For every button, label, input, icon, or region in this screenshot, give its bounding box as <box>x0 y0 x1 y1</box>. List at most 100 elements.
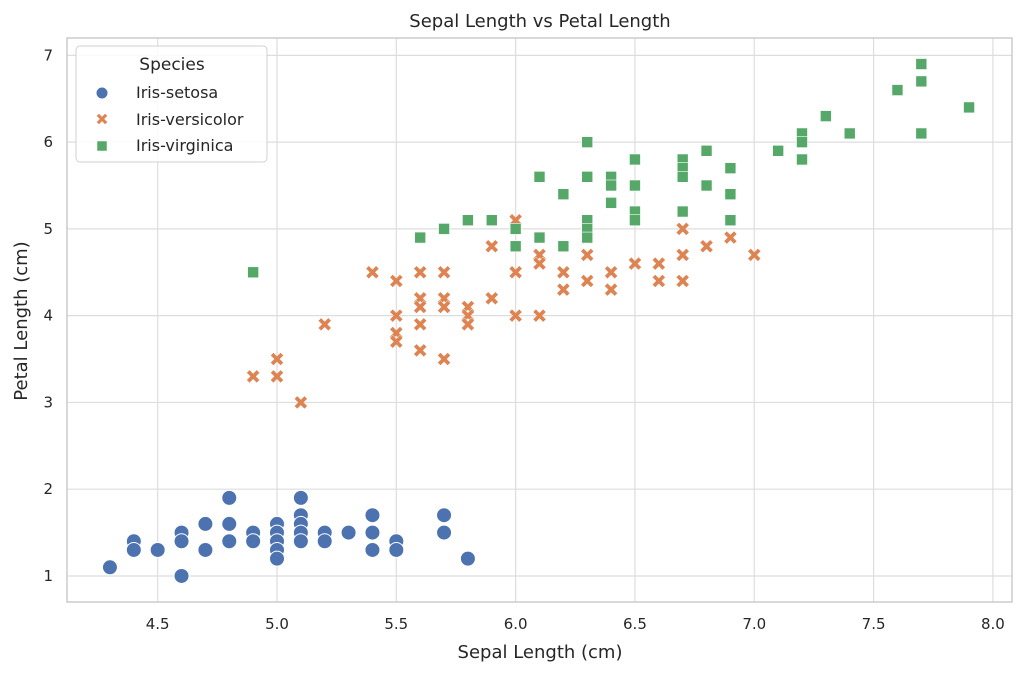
point-iris-versicolor <box>532 256 547 271</box>
point-iris-versicolor <box>604 282 618 297</box>
legend-marker-versicolor <box>96 113 108 125</box>
y-tick-label: 5 <box>43 220 53 238</box>
legend-label-versicolor: Iris-versicolor <box>136 110 244 129</box>
point-iris-versicolor <box>604 265 618 280</box>
point-iris-virginica <box>724 214 737 227</box>
point-iris-setosa <box>364 524 381 541</box>
point-iris-versicolor <box>628 256 642 271</box>
point-iris-virginica <box>414 231 426 244</box>
x-tick-label: 8.0 <box>981 615 1005 633</box>
point-iris-virginica <box>629 179 641 192</box>
point-iris-virginica <box>533 171 546 183</box>
point-iris-versicolor <box>556 282 571 297</box>
point-iris-virginica <box>438 223 450 235</box>
point-iris-setosa <box>459 550 476 567</box>
x-tick-label: 7.5 <box>862 615 886 633</box>
point-iris-virginica <box>915 75 928 88</box>
point-iris-setosa <box>197 515 214 532</box>
point-iris-versicolor <box>413 317 428 332</box>
point-iris-setosa <box>149 541 166 558</box>
x-axis-label: Sepal Length (cm) <box>458 642 623 663</box>
point-iris-virginica <box>605 197 617 209</box>
point-iris-versicolor <box>365 265 380 280</box>
x-tick-label: 5.5 <box>384 615 408 633</box>
legend-box <box>75 45 268 163</box>
point-iris-virginica <box>581 136 594 148</box>
point-iris-versicolor <box>580 248 595 262</box>
point-iris-virginica <box>963 101 975 114</box>
point-iris-versicolor <box>246 369 260 384</box>
x-tick-label: 4.5 <box>146 615 170 633</box>
chart-title: Sepal Length vs Petal Length <box>409 11 670 32</box>
point-iris-versicolor <box>699 239 714 254</box>
point-iris-versicolor <box>317 317 332 332</box>
point-iris-setosa <box>364 541 381 558</box>
point-iris-versicolor <box>723 230 738 245</box>
point-iris-virginica <box>485 214 498 227</box>
point-iris-virginica <box>772 145 784 157</box>
point-iris-virginica <box>629 153 641 166</box>
point-iris-versicolor <box>747 248 762 262</box>
point-iris-virginica <box>557 188 570 200</box>
point-iris-setosa <box>101 559 118 576</box>
point-iris-virginica <box>820 110 832 122</box>
point-iris-versicolor <box>389 308 404 323</box>
point-iris-setosa <box>292 489 309 506</box>
point-iris-setosa <box>125 541 142 558</box>
point-iris-virginica <box>676 205 689 218</box>
point-iris-versicolor <box>484 291 499 306</box>
point-iris-versicolor <box>675 274 690 288</box>
grid <box>67 38 1012 602</box>
point-iris-virginica <box>676 171 689 183</box>
legend-marker-setosa <box>95 86 109 100</box>
legend: Species Iris-setosa Iris-versicolor Iris… <box>75 45 268 163</box>
point-iris-virginica <box>462 214 474 227</box>
point-iris-versicolor <box>532 308 547 323</box>
point-iris-setosa <box>269 550 285 567</box>
point-iris-virginica <box>915 127 928 140</box>
point-iris-versicolor <box>461 317 475 332</box>
point-iris-virginica <box>247 266 259 279</box>
legend-label-virginica: Iris-virginica <box>136 136 233 155</box>
point-iris-versicolor <box>270 369 284 384</box>
point-iris-virginica <box>509 240 522 253</box>
point-iris-versicolor <box>484 239 499 254</box>
point-iris-versicolor <box>413 265 428 280</box>
data-points <box>101 58 975 584</box>
point-iris-versicolor <box>675 222 690 236</box>
x-tick-label: 6.5 <box>623 615 647 633</box>
point-iris-versicolor <box>437 352 451 366</box>
point-iris-virginica <box>700 179 713 192</box>
point-iris-versicolor <box>580 274 595 288</box>
plot-frame <box>66 37 1013 603</box>
point-iris-virginica <box>629 214 641 227</box>
point-iris-versicolor <box>675 248 690 262</box>
point-iris-versicolor <box>508 308 523 323</box>
y-axis-label: Petal Length (cm) <box>11 241 32 400</box>
series-iris-versicolor <box>246 213 762 410</box>
x-tick-label: 7.0 <box>742 615 766 633</box>
legend-title: Species <box>139 55 205 75</box>
point-iris-versicolor <box>413 300 428 314</box>
y-tick-label: 1 <box>43 567 53 585</box>
point-iris-setosa <box>221 489 238 506</box>
y-tick-label: 7 <box>43 46 53 64</box>
point-iris-setosa <box>364 507 381 524</box>
point-iris-setosa <box>292 533 309 550</box>
y-tick-label: 3 <box>43 393 53 411</box>
point-iris-virginica <box>509 223 522 235</box>
point-iris-setosa <box>436 507 453 524</box>
point-iris-setosa <box>436 524 453 541</box>
legend-marker-virginica <box>96 140 108 152</box>
point-iris-virginica <box>915 58 928 70</box>
point-iris-setosa <box>388 541 405 558</box>
point-iris-setosa <box>340 524 357 541</box>
point-iris-versicolor <box>556 265 571 280</box>
point-iris-setosa <box>245 533 262 550</box>
point-iris-versicolor <box>437 265 451 280</box>
y-tick-label: 4 <box>43 307 53 325</box>
point-iris-versicolor <box>389 334 404 349</box>
point-iris-virginica <box>581 171 594 183</box>
point-iris-setosa <box>316 533 333 550</box>
